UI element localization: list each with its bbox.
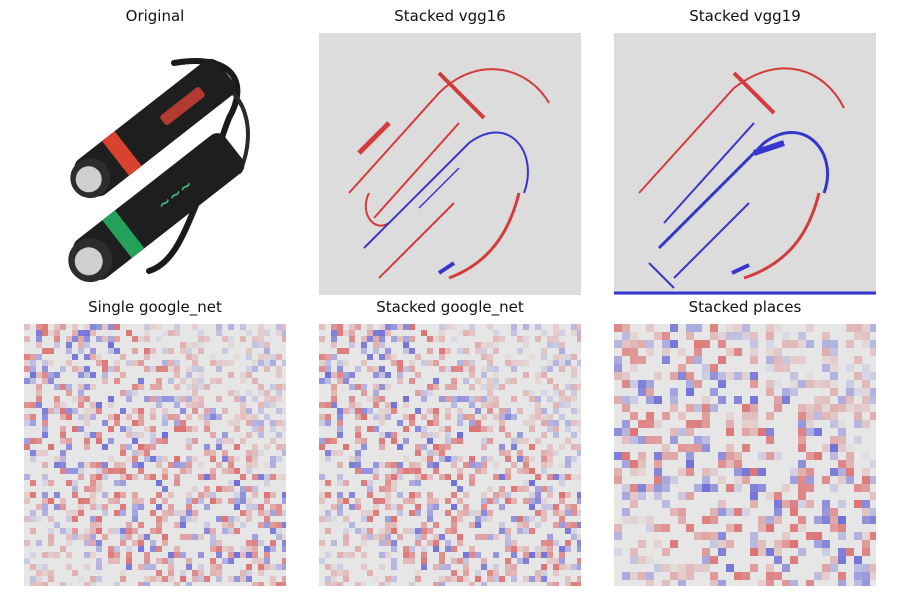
panel-stacked-google-net: Stacked google_net (319, 298, 581, 586)
panel-title: Stacked vgg19 (689, 7, 801, 25)
panel-title: Stacked places (688, 298, 802, 316)
saliency-heatmap (319, 33, 581, 295)
flashlight-image: ~~~ (24, 33, 286, 295)
panel-stacked-vgg19: Stacked vgg19 (614, 7, 876, 295)
panel-stacked-places: Stacked places (614, 298, 876, 586)
panel-title: Original (125, 7, 185, 25)
saliency-heatmap (319, 324, 581, 586)
panel-title: Stacked vgg16 (394, 7, 506, 25)
saliency-heatmap (614, 33, 876, 295)
panel-original: Original ~~~ (24, 7, 286, 295)
panel-single-google-net: Single google_net (24, 298, 286, 586)
panel-title: Single google_net (88, 298, 222, 316)
panel-stacked-vgg16: Stacked vgg16 (319, 7, 581, 295)
saliency-heatmap (614, 324, 876, 586)
saliency-heatmap (24, 324, 286, 586)
panel-title: Stacked google_net (376, 298, 524, 316)
